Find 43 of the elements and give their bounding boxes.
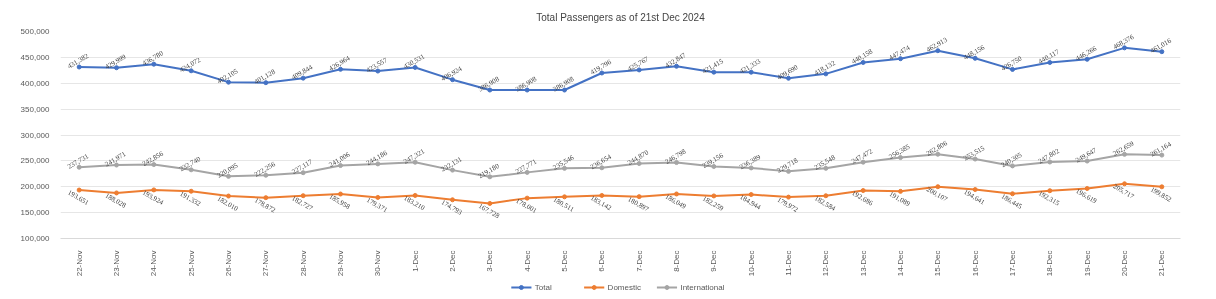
x-tick-label: 10-Dec — [746, 250, 756, 277]
x-tick-label: 20-Dec — [1120, 250, 1129, 277]
x-tick-label: 13-Dec — [858, 250, 868, 277]
x-tick-label: 6-Dec — [597, 250, 607, 272]
chart-title: Total Passengers as of 21st Dec 2024 — [536, 11, 706, 23]
y-tick-label: 450,000 — [20, 52, 51, 62]
x-tick-label: 18-Dec — [1045, 250, 1055, 277]
y-tick-label: 250,000 — [20, 156, 51, 166]
x-tick-label: 14-Dec — [896, 250, 905, 277]
x-tick-label: 30-Nov — [373, 250, 383, 277]
x-tick-label: 25-Nov — [186, 250, 196, 277]
legend-label: Domestic — [607, 283, 641, 292]
x-tick-label: 16-Dec — [970, 250, 980, 277]
x-tick-label: 3-Dec — [485, 250, 495, 272]
x-tick-label: 7-Dec — [634, 250, 644, 272]
x-tick-label: 28-Nov — [298, 250, 308, 277]
x-tick-label: 17-Dec — [1008, 250, 1017, 277]
y-tick-label: 350,000 — [20, 104, 51, 114]
y-tick-label: 150,000 — [20, 208, 51, 218]
x-tick-label: 22-Nov — [74, 250, 84, 277]
x-tick-label: 24-Nov — [149, 250, 159, 277]
legend-label: Total — [534, 283, 552, 292]
x-tick-label: 5-Dec — [560, 250, 569, 272]
x-tick-label: 9-Dec — [709, 250, 719, 272]
legend-label: International — [680, 283, 725, 292]
x-tick-label: 1-Dec — [410, 250, 420, 272]
x-tick-label: 4-Dec — [522, 250, 532, 272]
x-tick-label: 8-Dec — [672, 250, 681, 272]
x-tick-label: 27-Nov — [261, 250, 271, 277]
y-tick-label: 400,000 — [20, 78, 51, 88]
x-tick-label: 19-Dec — [1082, 250, 1092, 277]
x-tick-label: 21-Dec — [1157, 250, 1167, 277]
y-tick-label: 200,000 — [20, 182, 51, 192]
x-tick-label: 26-Nov — [224, 250, 233, 277]
y-tick-label: 500,000 — [20, 27, 51, 36]
x-tick-label: 23-Nov — [112, 250, 121, 277]
y-tick-label: 100,000 — [20, 234, 51, 243]
x-tick-label: 11-Dec — [784, 250, 793, 276]
x-tick-label: 2-Dec — [448, 250, 457, 272]
x-tick-label: 29-Nov — [336, 250, 345, 277]
y-tick-label: 300,000 — [20, 130, 51, 140]
x-tick-label: 12-Dec — [821, 250, 831, 277]
x-tick-label: 15-Dec — [933, 250, 943, 277]
